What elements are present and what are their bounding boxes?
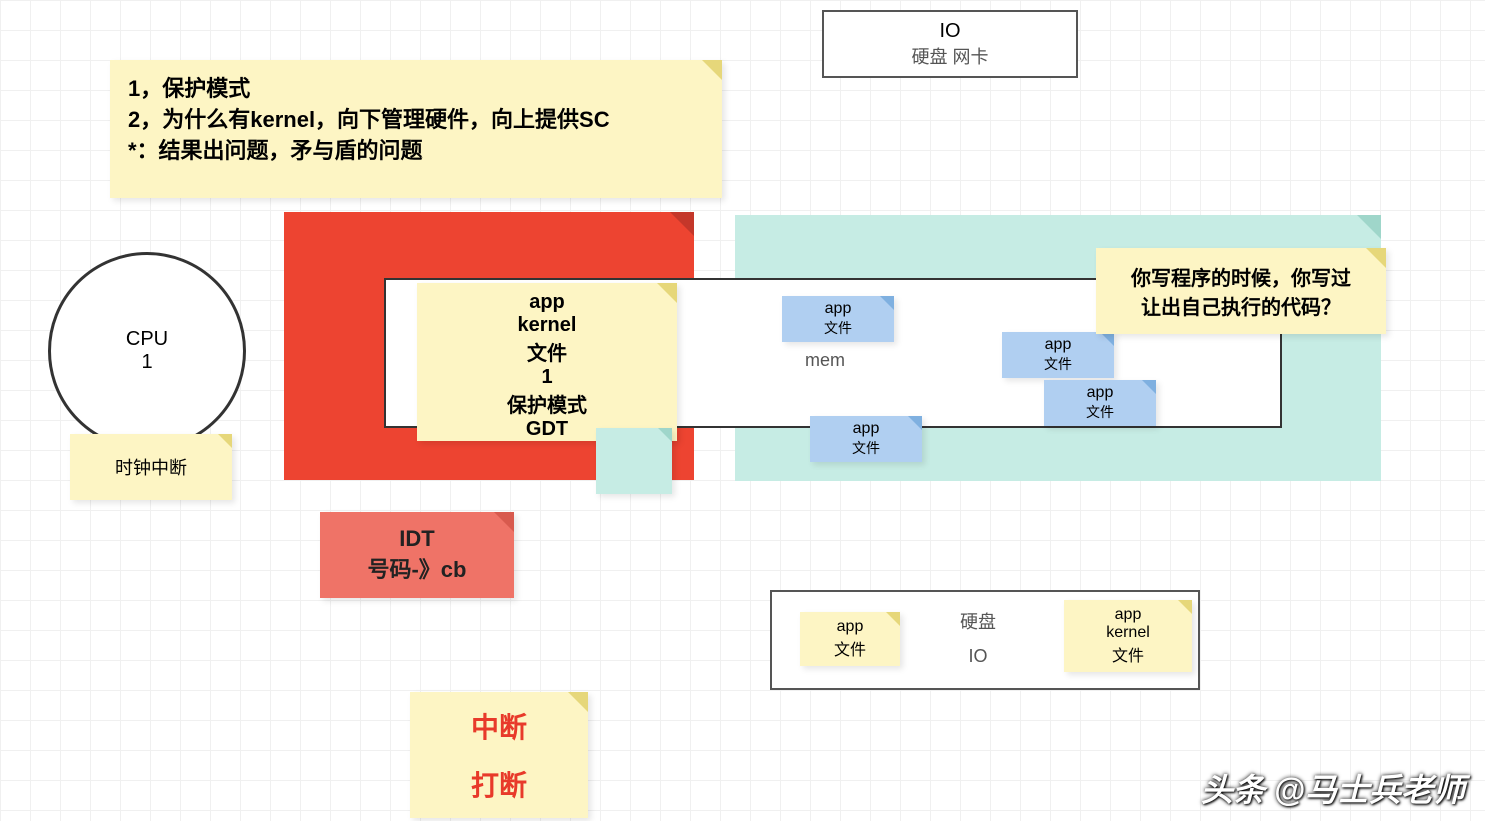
app-note-1: app 文件: [782, 296, 894, 342]
bal-l1: app: [806, 618, 894, 636]
kernel-l2: kernel: [425, 314, 669, 337]
app2-l2: 文件: [1006, 354, 1110, 374]
bc-l2: IO: [960, 646, 996, 667]
cpu-label: CPU: [126, 328, 168, 351]
kernel-l1: app: [425, 291, 669, 314]
kernel-l4: 1: [425, 366, 669, 389]
kernel-note: app kernel 文件 1 保护模式 GDT: [417, 283, 677, 441]
top-note: 1，保护模式 2，为什么有kernel，向下管理硬件，向上提供SC *：结果出问…: [110, 60, 722, 198]
bottom-app-right: app kernel 文件: [1064, 600, 1192, 672]
idt-l2: 号码-》cb: [330, 552, 504, 584]
interrupt-note: 中断 打断: [410, 692, 588, 818]
app-note-3: app 文件: [1044, 380, 1156, 426]
question-note: 你写程序的时候，你写过 让出自己执行的代码？: [1096, 248, 1386, 334]
bar-l3: 文件: [1070, 642, 1186, 666]
top-note-line2: 2，为什么有kernel，向下管理硬件，向上提供SC: [128, 105, 704, 136]
kernel-l5: 保护模式: [425, 389, 669, 418]
app4-l2: 文件: [814, 438, 918, 458]
io-title: IO: [824, 20, 1076, 43]
int-l2: 打断: [420, 764, 578, 804]
bottom-center: 硬盘 IO: [960, 608, 996, 667]
idt-l1: IDT: [330, 526, 504, 552]
clock-text: 时钟中断: [115, 454, 187, 480]
app4-l1: app: [814, 420, 918, 438]
bar-l2: kernel: [1070, 624, 1186, 642]
io-box: IO 硬盘 网卡: [822, 10, 1078, 78]
kernel-l3: 文件: [425, 337, 669, 366]
q-l2: 让出自己执行的代码？: [1106, 291, 1376, 320]
top-note-line1: 1，保护模式: [128, 74, 704, 105]
int-l1: 中断: [420, 706, 578, 746]
app1-l2: 文件: [786, 318, 890, 338]
q-l1: 你写程序的时候，你写过: [1106, 262, 1376, 291]
kernel-small-note: [596, 428, 672, 494]
mem-label: mem: [805, 350, 845, 371]
io-subtitle: 硬盘 网卡: [824, 43, 1076, 69]
clock-note: 时钟中断: [70, 434, 232, 500]
watermark: 头条 @马士兵老师: [1201, 765, 1465, 811]
app-note-2: app 文件: [1002, 332, 1114, 378]
top-note-line3: *：结果出问题，矛与盾的问题: [128, 136, 704, 167]
bar-l1: app: [1070, 606, 1186, 624]
bc-l1: 硬盘: [960, 608, 996, 634]
app-note-4: app 文件: [810, 416, 922, 462]
idt-note: IDT 号码-》cb: [320, 512, 514, 598]
app2-l1: app: [1006, 336, 1110, 354]
cpu-number: 1: [141, 351, 152, 374]
bottom-app-left: app 文件: [800, 612, 900, 666]
app3-l1: app: [1048, 384, 1152, 402]
cpu-circle: CPU 1: [48, 252, 246, 450]
app3-l2: 文件: [1048, 402, 1152, 422]
bal-l2: 文件: [806, 636, 894, 660]
app1-l1: app: [786, 300, 890, 318]
